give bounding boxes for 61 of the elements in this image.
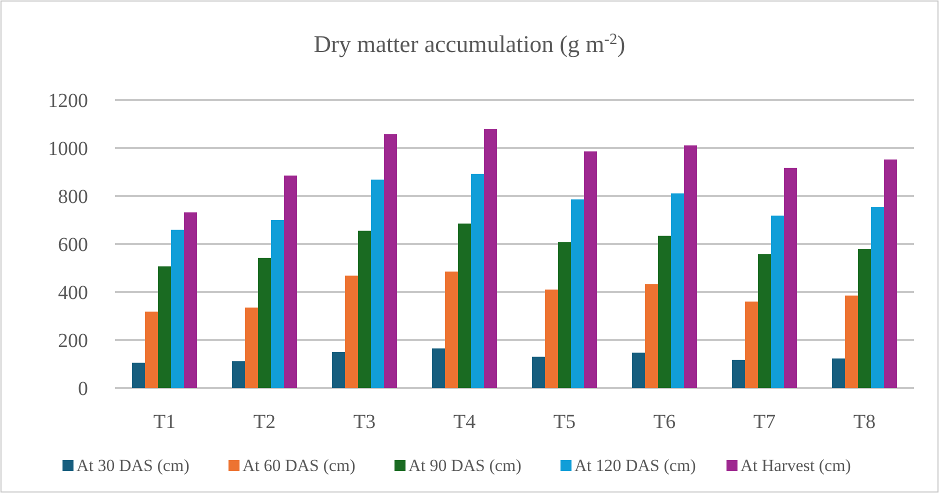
bar — [845, 296, 858, 388]
bar — [458, 224, 471, 388]
bar — [445, 272, 458, 388]
bar — [232, 361, 245, 388]
legend-label: At 90 DAS (cm) — [408, 456, 522, 475]
bar — [784, 168, 797, 388]
x-tick-label: T6 — [653, 411, 676, 433]
bar — [384, 134, 397, 388]
bar — [558, 242, 571, 388]
bar — [332, 352, 345, 388]
bar — [545, 290, 558, 388]
x-tick-label: T2 — [253, 411, 276, 433]
x-tick-label: T7 — [753, 411, 776, 433]
bar — [658, 236, 671, 388]
x-tick-label: T1 — [153, 411, 176, 433]
bar — [484, 129, 497, 388]
y-tick-label: 400 — [58, 282, 88, 304]
y-tick-label: 1000 — [48, 138, 88, 160]
x-tick-label: T8 — [853, 411, 876, 433]
bar — [745, 302, 758, 388]
bar — [871, 207, 884, 388]
bar — [284, 176, 297, 388]
bar — [145, 312, 158, 388]
bar — [732, 360, 745, 388]
bar — [258, 258, 271, 388]
x-tick-label: T4 — [453, 411, 476, 433]
legend-label: At Harvest (cm) — [740, 456, 851, 475]
bar — [245, 308, 258, 388]
y-tick-label: 800 — [58, 186, 88, 208]
bar — [432, 348, 445, 388]
legend-label: At 30 DAS (cm) — [76, 456, 190, 475]
bar — [132, 362, 145, 388]
bar — [532, 356, 545, 388]
y-tick-label: 200 — [58, 330, 88, 352]
bar — [884, 160, 897, 388]
bar — [832, 358, 845, 388]
bar — [632, 352, 645, 388]
bar — [471, 174, 484, 388]
x-tick-label: T5 — [553, 411, 576, 433]
chart-title: Dry matter accumulation (g m$^{-2}$) — [314, 30, 626, 58]
bar — [858, 249, 871, 388]
y-tick-label: 1200 — [48, 90, 88, 112]
bar — [645, 284, 658, 388]
bar — [758, 254, 771, 388]
bar — [584, 151, 597, 388]
bar — [671, 193, 684, 388]
bar — [684, 145, 697, 388]
bar — [171, 230, 184, 388]
legend-label: At 60 DAS (cm) — [242, 456, 356, 475]
bar — [771, 216, 784, 388]
x-tick-label: T3 — [353, 411, 376, 433]
bar — [158, 266, 171, 388]
bar — [345, 276, 358, 388]
legend-label: At 120 DAS (cm) — [574, 456, 696, 475]
bar — [371, 180, 384, 388]
bar — [184, 212, 197, 388]
bar — [271, 220, 284, 388]
y-tick-label: 0 — [78, 378, 88, 400]
y-tick-label: 600 — [58, 234, 88, 256]
bar — [358, 230, 371, 388]
bar — [571, 199, 584, 388]
